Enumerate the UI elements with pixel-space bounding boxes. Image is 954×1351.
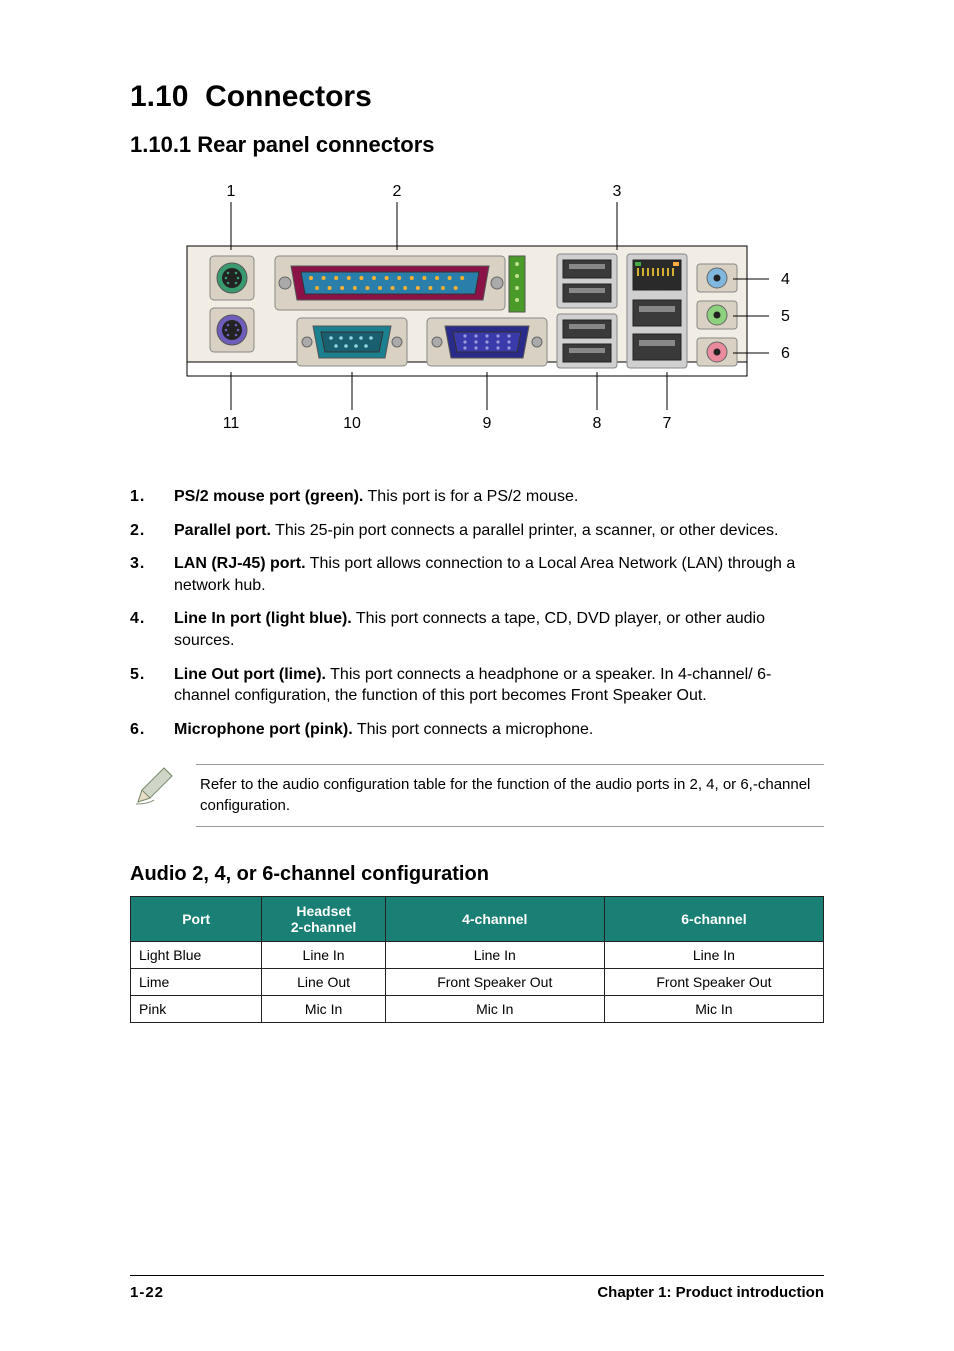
table-header: 4-channel <box>385 896 604 941</box>
list-item-text: This 25-pin port connects a parallel pri… <box>271 522 779 539</box>
list-item-body: Line Out port (lime). This port connects… <box>174 664 824 707</box>
list-item-number: 2. <box>130 520 158 542</box>
page-number: 1-22 <box>130 1284 164 1301</box>
table-cell: Mic In <box>385 995 604 1022</box>
list-item-number: 3. <box>130 553 158 596</box>
note-row: Refer to the audio configuration table f… <box>130 764 824 827</box>
svg-text:10: 10 <box>343 415 361 432</box>
list-item-body: Parallel port. This 25-pin port connects… <box>174 520 778 542</box>
pencil-note-icon <box>130 764 176 815</box>
list-item: 3. LAN (RJ-45) port. This port allows con… <box>130 553 824 596</box>
audio-table-title: Audio 2, 4, or 6-channel configuration <box>130 863 824 886</box>
table-row: LimeLine OutFront Speaker OutFront Speak… <box>131 968 824 995</box>
svg-text:4: 4 <box>781 271 790 288</box>
svg-text:1: 1 <box>227 183 236 200</box>
list-item-label: PS/2 mouse port (green). <box>174 488 363 505</box>
list-item-body: LAN (RJ-45) port. This port allows conne… <box>174 553 824 596</box>
list-item-label: Line Out port (lime). <box>174 666 326 683</box>
table-row: Light BlueLine InLine InLine In <box>131 941 824 968</box>
table-cell: Line In <box>385 941 604 968</box>
table-cell: Line In <box>604 941 823 968</box>
list-item-label: Line In port (light blue). <box>174 610 352 627</box>
list-item-body: Line In port (light blue). This port con… <box>174 608 824 651</box>
svg-text:7: 7 <box>663 415 672 432</box>
page-footer: 1-22 Chapter 1: Product introduction <box>130 1275 824 1301</box>
subsection-heading: 1.10.1 Rear panel connectors <box>130 132 824 158</box>
table-cell: Mic In <box>262 995 385 1022</box>
list-item-label: Parallel port. <box>174 522 271 539</box>
list-item-body: Microphone port (pink). This port connec… <box>174 719 593 741</box>
table-cell: Mic In <box>604 995 823 1022</box>
chapter-label: Chapter 1: Product introduction <box>597 1284 824 1301</box>
table-cell: Light Blue <box>131 941 262 968</box>
section-num: 1.10 <box>130 80 188 113</box>
table-cell: Front Speaker Out <box>604 968 823 995</box>
section-title: Connectors <box>205 80 372 113</box>
table-cell: Front Speaker Out <box>385 968 604 995</box>
list-item-body: PS/2 mouse port (green). This port is fo… <box>174 486 578 508</box>
table-cell: Line Out <box>262 968 385 995</box>
list-item-text: This port is for a PS/2 mouse. <box>363 488 578 505</box>
list-item-text: This port connects a microphone. <box>353 721 594 738</box>
list-item: 4. Line In port (light blue). This port c… <box>130 608 824 651</box>
list-item-number: 4. <box>130 608 158 651</box>
rear-panel-diagram: 1 2 3 11 10 9 8 7 4 5 6 <box>130 176 824 446</box>
list-item: 1. PS/2 mouse port (green). This port is … <box>130 486 824 508</box>
table-header: 6-channel <box>604 896 823 941</box>
svg-text:6: 6 <box>781 345 790 362</box>
list-item: 5. Line Out port (lime). This port connec… <box>130 664 824 707</box>
list-item-label: LAN (RJ-45) port. <box>174 555 306 572</box>
svg-text:5: 5 <box>781 308 790 325</box>
table-header: Headset 2-channel <box>262 896 385 941</box>
svg-text:2: 2 <box>393 183 402 200</box>
section-heading: 1.10 Connectors <box>130 80 824 114</box>
svg-text:9: 9 <box>483 415 492 432</box>
table-cell: Lime <box>131 968 262 995</box>
table-cell: Line In <box>262 941 385 968</box>
note-text: Refer to the audio configuration table f… <box>196 764 824 827</box>
audio-config-table: PortHeadset 2-channel4-channel6-channel … <box>130 896 824 1023</box>
list-item: 2. Parallel port. This 25-pin port connec… <box>130 520 824 542</box>
subsection-title: Rear panel connectors <box>197 132 434 157</box>
subsection-num: 1.10.1 <box>130 132 191 157</box>
list-item-number: 5. <box>130 664 158 707</box>
svg-text:3: 3 <box>613 183 622 200</box>
connector-list: 1. PS/2 mouse port (green). This port is … <box>130 486 824 740</box>
svg-text:8: 8 <box>593 415 602 432</box>
svg-text:11: 11 <box>223 415 240 432</box>
list-item: 6. Microphone port (pink). This port conn… <box>130 719 824 741</box>
list-item-number: 1. <box>130 486 158 508</box>
table-row: PinkMic InMic InMic In <box>131 995 824 1022</box>
table-cell: Pink <box>131 995 262 1022</box>
list-item-label: Microphone port (pink). <box>174 721 353 738</box>
list-item-number: 6. <box>130 719 158 741</box>
table-header: Port <box>131 896 262 941</box>
